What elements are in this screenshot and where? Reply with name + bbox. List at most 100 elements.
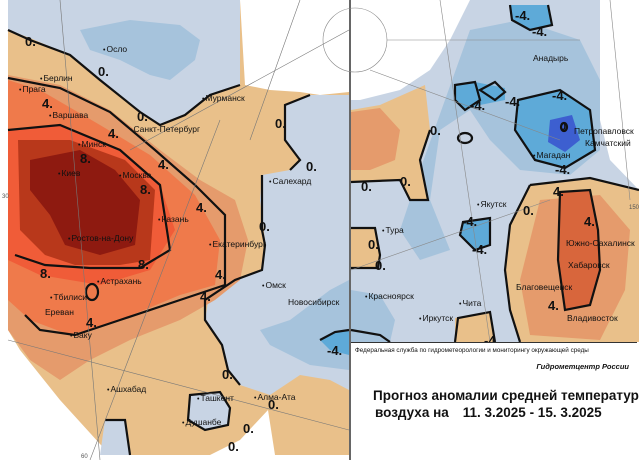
city-label: Ашхабад [107,385,146,395]
contour-label: 0. [222,367,233,382]
city-label: Тура [382,226,403,236]
city-label: Чита [459,299,481,309]
contour-label: 0. [523,203,534,218]
city-label: Салехард [269,177,311,187]
contour-label: 4. [86,315,97,330]
city-label: Новосибирск [288,297,340,307]
scandinavia-midblue [80,20,200,80]
contour-label: 0 [560,121,567,133]
contour-label: 4. [584,214,595,229]
contour-label: 0. [25,34,36,49]
agency-name: Федеральная служба по гидрометеорологии … [355,347,589,354]
contour-label: 8. [40,266,51,281]
contour-label: -4. [552,88,568,103]
contour-label: -4. [505,94,521,109]
graticule-label: 150 [629,205,639,211]
city-label: Ереван [45,307,74,317]
graticule-label: 30 [2,194,9,200]
city-label: Красноярск [365,292,413,302]
ashgabat-blue [100,420,130,455]
contour-label: 0. [306,159,317,174]
left-map [7,0,350,460]
contour-label: 4. [196,200,207,215]
contour-label: -4. [472,242,488,257]
city-label: Благовещенск [516,282,573,292]
city-label: Магадан [533,151,570,161]
contour-label: 0. [259,219,270,234]
contour-label: 0. [368,237,379,252]
contour-label: 8. [140,182,151,197]
city-label: Берлин [40,74,72,84]
west-orange [351,108,400,170]
graticule-label: 60 [81,454,88,460]
magadan-deep-blue [548,115,580,152]
contour-label: 4. [215,267,226,282]
forecast-title: Прогноз аномалии средней температуры [373,388,639,403]
city-label: Киев [58,169,80,179]
contour-label: -4. [515,8,531,23]
contour-label: -4. [470,98,486,113]
city-label: Казань [158,215,188,225]
siberia-midblue [260,280,349,370]
city-label: Иркутск [419,314,453,324]
city-label: Хабаровск [568,260,610,270]
graticule-right [322,0,631,343]
contour-label: 8. [80,151,91,166]
contour-label: 0. [361,179,372,194]
contour-label: 0. [228,439,239,454]
city-label: Москва [119,171,151,181]
city-label: Екатеринбург [209,240,265,250]
contour-label: 8. [138,257,149,272]
contour-label: -4. [532,24,548,39]
contour-label: 0. [243,421,254,436]
contour-label: -4. [462,214,478,229]
contour-label: 4. [158,157,169,172]
forecast-dates: 11. 3.2025 - 15. 3.2025 [462,405,602,420]
contour-label: 4. [553,184,564,199]
contour-label: -4. [327,343,343,358]
arctic-white [240,0,349,95]
city-label: Астрахань [97,277,141,287]
city-label: Прага [19,85,45,95]
city-label: Южно-Сахалинск [566,238,635,248]
city-label: Якутск [477,200,506,210]
center-name: Гидрометцентр России [536,362,629,371]
right-map [322,0,639,343]
forecast-subtitle: воздуха на 11. 3.2025 - 15. 3.2025 [375,405,602,420]
krasnoyarsk-blue [351,290,395,342]
contour-label: 0. [400,174,411,189]
city-label: Санкт-Петербург [130,125,200,135]
contour-label: 0. [275,116,286,131]
irkutsk-tan [455,312,495,342]
contour-label: 0. [137,109,148,124]
city-label: Ташкент [197,394,234,404]
city-label: Камчатский [585,138,631,148]
tura-tan [351,228,380,268]
forecast-title-box: Федеральная служба по гидрометеорологии … [351,342,639,459]
polar-white [351,0,470,100]
city-label: Мурманск [202,94,244,104]
right-midblue [400,20,600,260]
city-label: Минск [78,140,106,150]
contour-label: 0. [430,123,441,138]
contour-label: 0. [268,397,279,412]
city-label: Осло [103,45,127,55]
city-label: Душанбе [182,418,221,428]
city-label: Алма-Ата [254,393,295,403]
contour-label: 4. [42,96,53,111]
city-label: Тбилиси [50,293,87,303]
city-label: Петропавловск [574,126,634,136]
forecast-prefix: воздуха на [375,405,449,420]
city-label: Варшава [49,111,88,121]
contour-label: -4. [555,162,571,177]
contour-label: 0. [98,64,109,79]
city-label: Анадырь [533,53,569,63]
city-label: Ростов-на-Дону [68,234,133,244]
contour-label: 4. [108,126,119,141]
city-label: Владивосток [567,313,618,323]
contour-label: 0. [375,258,386,273]
city-label: Омск [262,281,285,291]
sakhalin-dark-orange [558,190,600,310]
city-label: Баку [70,331,91,341]
